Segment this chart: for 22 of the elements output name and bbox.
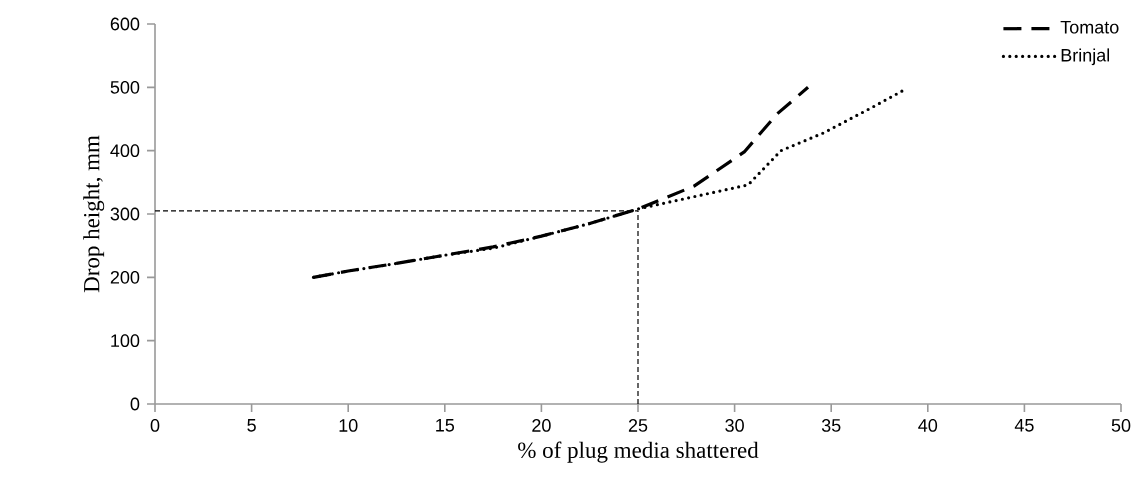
x-tick-label: 40 xyxy=(918,419,938,432)
x-tick-label: 5 xyxy=(247,419,256,432)
x-tick-label: 30 xyxy=(725,419,744,432)
y-tick-label: 400 xyxy=(110,144,140,158)
x-tick-label: 50 xyxy=(1111,419,1131,432)
legend-label: Tomato xyxy=(1060,20,1119,34)
y-tick-label: 300 xyxy=(110,207,140,221)
y-tick-label: 500 xyxy=(110,80,140,94)
x-tick-label: 0 xyxy=(150,419,160,432)
y-tick-label: 100 xyxy=(111,334,140,348)
x-tick-label: 35 xyxy=(821,419,841,432)
x-tick-label: 15 xyxy=(436,419,455,432)
x-tick-label: 20 xyxy=(532,419,551,432)
x-axis-title: % of plug media shattered xyxy=(518,441,759,463)
y-tick-label: 0 xyxy=(130,397,140,411)
legend-label: Brinjal xyxy=(1061,48,1110,66)
x-tick-label: 45 xyxy=(1014,419,1034,432)
x-tick-label: 25 xyxy=(628,419,648,432)
x-tick-label: 10 xyxy=(339,419,358,432)
y-axis-title: Drop height, mm xyxy=(83,135,105,293)
y-tick-label: 600 xyxy=(110,17,140,31)
y-tick-label: 200 xyxy=(110,270,140,284)
